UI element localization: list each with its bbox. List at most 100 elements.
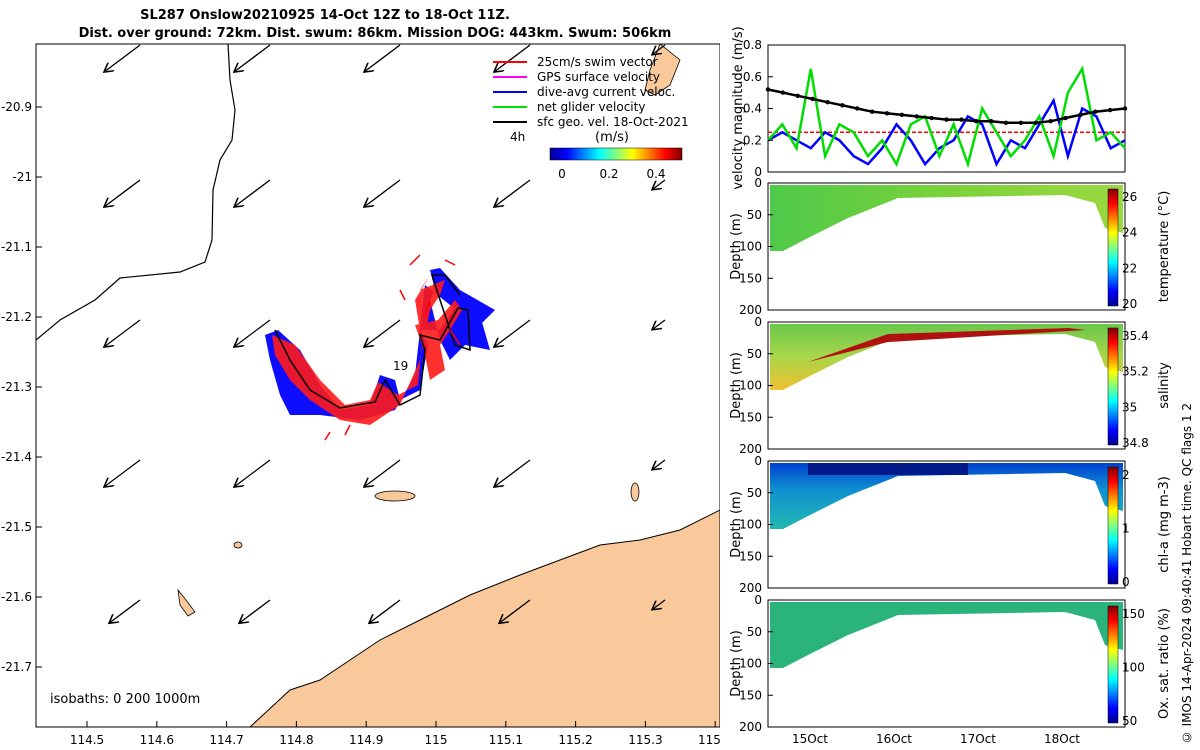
map-x-tick-label: 114.8 [279, 733, 313, 747]
velocity-point [1078, 112, 1083, 118]
depth-tick-label: 100 [739, 657, 762, 671]
velocity-y-tick-label: 0 [754, 165, 762, 179]
sfc-geo-arrow [653, 599, 666, 609]
swim-vector-band [272, 275, 462, 425]
sfc-geo-arrow [495, 179, 531, 206]
map-y-tick-label: -21.3 [1, 380, 32, 394]
map-x-tick-label: 114.6 [140, 733, 174, 747]
legend-label: GPS surface velocity [537, 70, 660, 84]
depth-tick-label: 50 [747, 347, 762, 361]
map-colorbar-label: (m/s) [595, 130, 629, 145]
depth-tick-label: 150 [739, 410, 762, 424]
velocity-point [855, 106, 860, 111]
depth-tick-label: 200 [739, 581, 762, 595]
depth-tick-label: 200 [739, 442, 762, 456]
depth-panel: 0 50 100 150 200 Depth (m) 34.8 35 35.2 35.4 salin… [729, 315, 1172, 456]
depth-tick-label: 50 [747, 625, 762, 639]
map-x-tick-label: 114.9 [349, 733, 383, 747]
legend-interval-tag: 4h [510, 130, 525, 144]
sfc-geo-arrow [105, 319, 141, 346]
map-x-tick-label: 115 [425, 733, 448, 747]
depth-panel-frame [767, 182, 1126, 311]
sfc-geo-arrow [653, 319, 666, 329]
velocity-y-tick-label: 0.6 [743, 70, 762, 84]
depth-tick-label: 0 [754, 315, 762, 329]
depth-tick-label: 50 [747, 208, 762, 222]
colorbar-tick-label: 24 [1122, 226, 1137, 240]
velocity-point [869, 109, 875, 114]
section-colorbar [1107, 605, 1119, 724]
depth-tick-label: 0 [754, 454, 762, 468]
velocity-point [884, 111, 890, 116]
section-colorbar [1107, 327, 1119, 446]
velocity-point [1018, 120, 1024, 125]
depth-tick-label: 0 [754, 593, 762, 607]
map-y-tick-label: -20.9 [1, 100, 32, 114]
colorbar-tick-label: 150 [1122, 607, 1145, 621]
depth-ylabel: Depth (m) [729, 352, 744, 419]
island-center [374, 490, 416, 502]
depth-tick-label: 200 [739, 720, 762, 734]
colorbar-label: chl-a (mg m-3) [1157, 476, 1172, 573]
sfc-geo-arrow [365, 319, 401, 346]
velocity-point [1122, 106, 1128, 111]
colorbar-tick-label: 100 [1122, 661, 1145, 675]
sfc-geo-arrow [653, 179, 666, 189]
velocity-point [1033, 120, 1038, 125]
island-top-right [644, 44, 681, 96]
sfc-geo-arrow [240, 599, 271, 623]
depth-tick-label: 50 [747, 486, 762, 500]
depth-ylabel: Depth (m) [729, 630, 744, 697]
sfc-geo-arrow [105, 179, 141, 206]
section-colorbar [1107, 188, 1119, 307]
section-colorbar [1107, 466, 1119, 585]
sfc-geo-arrow [365, 459, 401, 486]
coastline-land [249, 509, 720, 727]
legend-label: dive-avg current veloc. [537, 85, 675, 99]
sfc-geo-arrows [105, 44, 666, 623]
velocity-point [929, 115, 934, 121]
salinity-high-band [808, 328, 1086, 362]
map-y-tick-label: -21.2 [1, 310, 32, 324]
depth-tick-label: 150 [739, 271, 762, 285]
velocity-point [974, 119, 979, 124]
chl-surface-low [808, 463, 968, 475]
island-left [177, 588, 196, 617]
sfc-geo-arrow [235, 459, 271, 486]
sfc-geo-arrow [235, 179, 271, 206]
velocity-y-tick-label: 0.2 [743, 133, 762, 147]
velocity-point [1093, 109, 1098, 114]
map-x-tick-label: 115.2 [558, 733, 592, 747]
sfc-geo-arrow [495, 459, 531, 486]
date-ticks: 15Oct 16Oct 17Oct 18Oct [792, 732, 1080, 746]
depth-ylabel: Depth (m) [729, 491, 744, 558]
legend-label: net glider velocity [537, 100, 645, 114]
colorbar-label: temperature (°C) [1157, 191, 1172, 303]
velocity-point [1063, 115, 1068, 121]
map-y-tick-label: -21.5 [1, 520, 32, 534]
velocity-panel: 0 0.2 0.4 0.6 0.8 velocity magnitude (m/s) [731, 26, 1128, 190]
sfc-geo-arrow [235, 44, 271, 71]
depth-panel: 0 50 100 150 200 Depth (m) 0 1 2 chl-a (mg m-3) [729, 454, 1172, 595]
plot-title: SL287 Onslow20210925 14-Oct 12Z to 18-Oc… [140, 8, 510, 23]
map-x-tick-label: 114.5 [70, 733, 104, 747]
sfc-geo-arrow [370, 599, 401, 623]
velocity-point [1107, 107, 1113, 113]
colorbar-tick-label: 34.8 [1122, 436, 1149, 450]
colorbar-label: Ox. sat. ratio (%) [1157, 608, 1172, 719]
velocity-lines [765, 65, 1128, 169]
colorbar-tick-label: 2 [1122, 468, 1130, 482]
map-colorbar [549, 147, 683, 161]
sfc-geo-arrow [653, 44, 666, 54]
colorbar-tick-label: 1 [1122, 522, 1130, 536]
velocity-point [765, 87, 771, 92]
island-tiny [233, 541, 243, 549]
velocity-y-tick-label: 0.4 [743, 102, 762, 116]
colorbar-tick-label: 50 [1122, 714, 1137, 728]
glider-track [265, 254, 495, 441]
velocity-point [988, 119, 994, 124]
colorbar-tick-label: 35 [1122, 400, 1137, 414]
depth-tick-label: 150 [739, 688, 762, 702]
sfc-geo-arrow [365, 44, 401, 71]
